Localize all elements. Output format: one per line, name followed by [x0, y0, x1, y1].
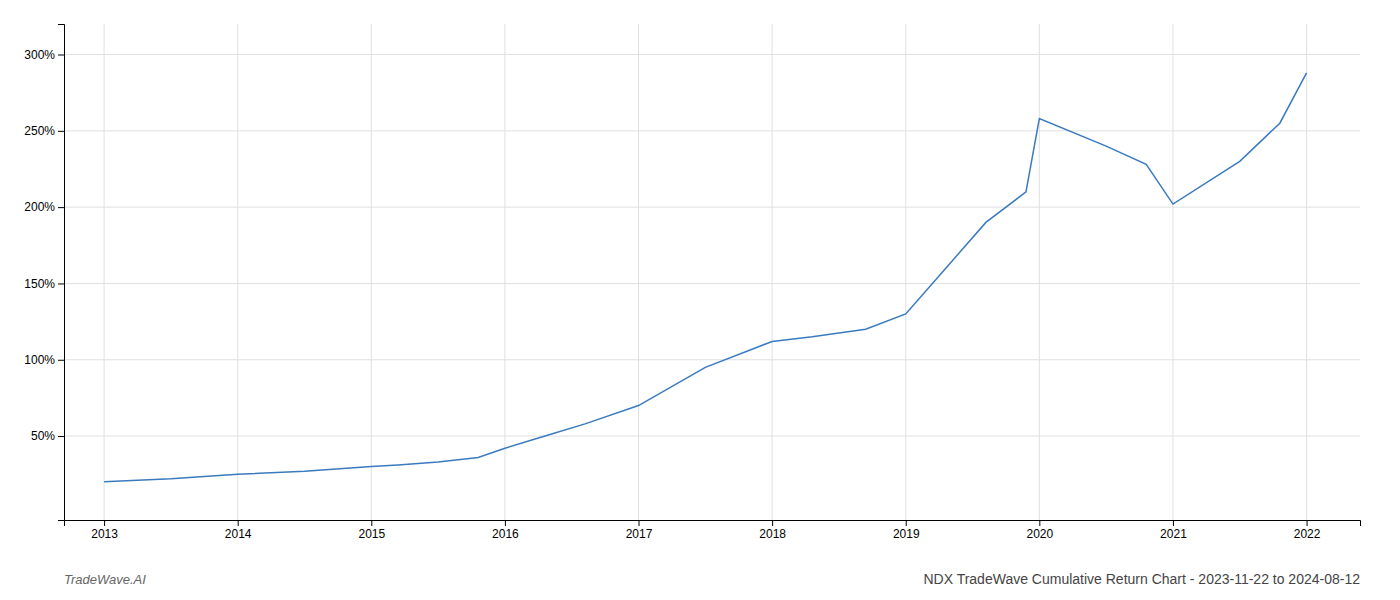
y-tick-mark: [58, 207, 64, 208]
grid-line-y: [64, 54, 1360, 55]
y-tick-mark: [58, 436, 64, 437]
y-tick: 200%: [24, 200, 64, 214]
x-tick-mark: [371, 520, 372, 526]
grid-line-x: [1172, 24, 1173, 520]
grid-line-x: [772, 24, 773, 520]
grid-line-x: [905, 24, 906, 520]
x-tick-mark: [104, 520, 105, 526]
grid-line-y: [64, 436, 1360, 437]
grid-line-x: [371, 24, 372, 520]
x-axis-line: [65, 521, 1361, 527]
y-tick-label: 250%: [24, 124, 55, 138]
x-tick-mark: [772, 520, 773, 526]
x-tick: 2021: [1160, 520, 1187, 541]
y-axis-line: [58, 25, 65, 521]
grid: [64, 24, 1360, 520]
footer: TradeWave.AI: [64, 572, 146, 587]
x-tick: 2017: [626, 520, 653, 541]
x-axis: 2013 2014 2015 2016 2017 2018 2019 2020 2021 2022: [65, 520, 1361, 541]
x-tick-mark: [1039, 520, 1040, 526]
grid-line-x: [1039, 24, 1040, 520]
x-tick-label: 2021: [1160, 527, 1187, 541]
grid-line-y: [64, 283, 1360, 284]
x-tick: 2014: [225, 520, 252, 541]
grid-line-x: [237, 24, 238, 520]
x-tick-label: 2019: [893, 527, 920, 541]
x-tick-label: 2013: [91, 527, 118, 541]
y-tick-mark: [58, 283, 64, 284]
y-tick: 300%: [24, 48, 64, 62]
y-tick: 250%: [24, 124, 64, 138]
grid-line-y: [64, 359, 1360, 360]
grid-line-x: [1306, 24, 1307, 520]
y-axis: 50% 100% 150% 200% 250% 300%: [24, 25, 64, 521]
chart: 2013 2014 2015 2016 2017 2018 2019 2020 2021 2022…: [0, 0, 1400, 600]
x-tick: 2018: [759, 520, 786, 541]
y-tick-label: 150%: [24, 277, 55, 291]
y-tick: 100%: [24, 353, 64, 367]
x-tick: 2016: [492, 520, 519, 541]
x-tick-label: 2022: [1294, 527, 1321, 541]
y-tick-mark: [58, 360, 64, 361]
grid-line-y: [64, 207, 1360, 208]
line: [104, 73, 1306, 482]
y-tick: 50%: [31, 429, 64, 443]
x-tick: 2013: [91, 520, 118, 541]
x-tick-mark: [1173, 520, 1174, 526]
title: NDX TradeWave Cumulative Return Chart - …: [923, 571, 1360, 587]
y-tick-label: 300%: [24, 48, 55, 62]
grid-line-x: [504, 24, 505, 520]
texts: TradeWave.AI NDX TradeWave Cumulative Ret…: [64, 571, 1360, 587]
series-group: [104, 73, 1306, 482]
x-tick-label: 2014: [225, 527, 252, 541]
plot-area: 2013 2014 2015 2016 2017 2018 2019 2020 2021 2022…: [24, 24, 1360, 541]
grid-line-x: [104, 24, 105, 520]
y-tick: 150%: [24, 277, 64, 291]
x-tick-mark: [505, 520, 506, 526]
x-tick: 2020: [1026, 520, 1053, 541]
x-tick-label: 2020: [1026, 527, 1053, 541]
y-tick-mark: [58, 55, 64, 56]
x-tick-mark: [906, 520, 907, 526]
grid-line-y: [64, 130, 1360, 131]
x-tick-mark: [639, 520, 640, 526]
y-tick-mark: [58, 131, 64, 132]
x-tick-label: 2017: [626, 527, 653, 541]
x-tick-label: 2015: [358, 527, 385, 541]
x-tick: 2022: [1294, 520, 1321, 541]
x-tick-label: 2016: [492, 527, 519, 541]
x-tick-mark: [1307, 520, 1308, 526]
x-tick-label: 2018: [759, 527, 786, 541]
y-tick-label: 50%: [31, 429, 55, 443]
y-tick-label: 200%: [24, 200, 55, 214]
grid-line-x: [638, 24, 639, 520]
x-tick-mark: [238, 520, 239, 526]
y-tick-label: 100%: [24, 353, 55, 367]
x-tick: 2015: [358, 520, 385, 541]
x-tick: 2019: [893, 520, 920, 541]
